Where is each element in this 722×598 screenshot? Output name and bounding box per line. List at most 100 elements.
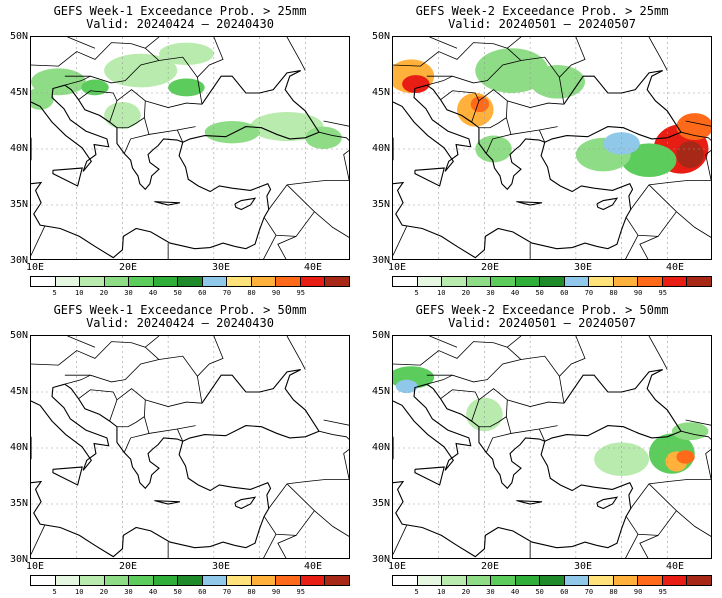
- country-border: [268, 477, 349, 509]
- map-canvas: [31, 336, 349, 558]
- colorbar-swatch: [442, 576, 467, 585]
- colorbar-label: 60: [560, 289, 569, 297]
- country-border: [263, 483, 315, 536]
- coastline: [182, 126, 320, 143]
- country-border: [116, 388, 150, 453]
- country-border: [343, 449, 349, 480]
- country-border: [67, 336, 96, 348]
- country-border: [426, 56, 565, 105]
- lon-label: 30E: [574, 561, 593, 572]
- colorbar-swatch: [589, 277, 614, 286]
- coastline: [596, 197, 619, 211]
- panel-title: GEFS Week-2 Exceedance Prob. > 50mm: [415, 303, 669, 317]
- colorbar-label: 5: [52, 588, 57, 596]
- colorbar: [392, 575, 712, 586]
- probability-area: [159, 42, 214, 65]
- colorbar-label: 95: [658, 289, 667, 297]
- country-border: [478, 416, 507, 428]
- lon-label: 20E: [481, 561, 500, 572]
- probability-area: [676, 141, 704, 169]
- colorbar-swatch: [613, 576, 639, 585]
- lon-label: 20E: [119, 262, 138, 273]
- country-border: [314, 211, 349, 238]
- panel-title: GEFS Week-2 Exceedance Prob. > 25mm: [415, 4, 669, 18]
- country-border: [625, 235, 639, 259]
- colorbar-label: 70: [222, 289, 232, 297]
- lat-label: 35N: [371, 199, 390, 210]
- colorbar-label: 95: [658, 588, 667, 596]
- lat-label: 50N: [371, 330, 390, 341]
- country-border: [323, 120, 349, 127]
- colorbar-label: 50: [535, 588, 544, 596]
- colorbar-swatch: [564, 576, 590, 585]
- colorbar-label: 90: [271, 289, 281, 297]
- country-border: [478, 117, 507, 129]
- probability-area: [676, 113, 711, 141]
- country-border: [31, 226, 46, 256]
- colorbar-label: 40: [510, 289, 520, 297]
- lat-label: 35N: [9, 199, 28, 210]
- country-border: [685, 419, 711, 426]
- colorbar-swatch: [276, 277, 301, 286]
- colorbar-swatch: [515, 277, 541, 286]
- probability-area: [466, 397, 503, 432]
- coastline: [563, 70, 682, 133]
- coastline: [563, 369, 682, 432]
- lon-label: 40E: [304, 262, 323, 273]
- colorbar-swatch: [300, 277, 326, 286]
- country-border: [685, 120, 711, 127]
- coastline: [64, 383, 183, 490]
- country-border: [393, 341, 522, 366]
- coastline: [182, 425, 320, 442]
- country-border: [145, 399, 203, 407]
- colorbar-swatch: [80, 576, 105, 585]
- colorbar-swatch: [662, 277, 688, 286]
- colorbar-swatch: [202, 576, 228, 585]
- coastline: [31, 383, 110, 471]
- lon-label: 30E: [212, 561, 231, 572]
- colorbar-label: 20: [99, 289, 109, 297]
- colorbar-swatch: [417, 277, 443, 286]
- colorbar-swatch: [491, 576, 516, 585]
- colorbar-swatch: [300, 576, 326, 585]
- colorbar-label: 40: [148, 588, 158, 596]
- colorbar-label: 30: [124, 588, 133, 596]
- country-border: [64, 56, 203, 105]
- probability-map: [30, 335, 350, 559]
- country-border: [277, 534, 297, 558]
- lat-label: 40N: [9, 442, 28, 453]
- lat-label: 35N: [371, 498, 390, 509]
- country-border: [148, 425, 196, 434]
- country-border: [148, 126, 196, 135]
- colorbar-label: 40: [148, 289, 158, 297]
- colorbar-label: 10: [437, 289, 446, 297]
- colorbar-label: 20: [99, 588, 109, 596]
- colorbar-label: 60: [560, 588, 569, 596]
- country-border: [676, 510, 711, 537]
- country-border: [343, 150, 349, 181]
- country-border: [426, 374, 453, 385]
- lat-label: 45N: [9, 87, 28, 98]
- coastline: [544, 126, 682, 143]
- coastline: [201, 70, 320, 133]
- coastline: [31, 181, 236, 259]
- colorbar-label: 70: [584, 289, 594, 297]
- coastline: [393, 84, 472, 172]
- lon-label: 10E: [26, 262, 45, 273]
- colorbar-swatch: [55, 277, 81, 286]
- coastline: [540, 142, 634, 250]
- country-border: [64, 374, 91, 385]
- colorbar: [30, 276, 350, 287]
- country-border: [648, 37, 668, 71]
- country-border: [263, 235, 277, 259]
- country-border: [507, 37, 522, 49]
- coastline: [426, 84, 545, 191]
- colorbar-label: 80: [609, 289, 618, 297]
- lon-label: 20E: [119, 561, 138, 572]
- colorbar-label: 90: [633, 289, 643, 297]
- colorbar-label: 5: [52, 289, 57, 297]
- country-border: [145, 100, 203, 108]
- colorbar-swatch: [325, 576, 349, 585]
- colorbar-label: 20: [461, 289, 471, 297]
- lon-label: 10E: [26, 561, 45, 572]
